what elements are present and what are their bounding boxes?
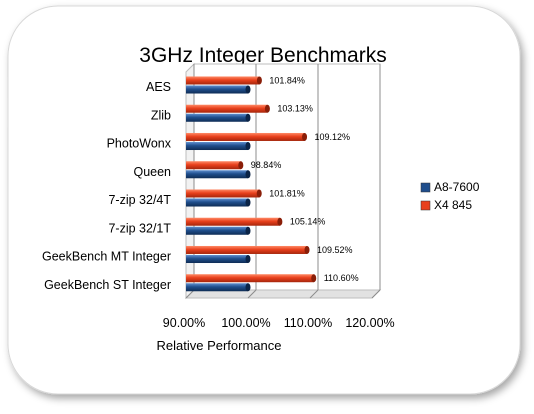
gridline-floor [309,289,319,299]
data-label: 103.13% [277,104,313,114]
x-axis-label: Relative Performance [157,338,282,353]
bar-a8-7600 [186,85,251,94]
category-label: PhotoWonx [107,137,172,151]
data-label: 109.52% [317,245,353,255]
bar-x4-845 [186,189,262,198]
bar-a8-7600 [186,255,251,264]
gridline-floor [185,289,195,299]
data-label: 101.84% [269,75,305,85]
data-label: 98.84% [251,160,282,170]
legend-swatch [420,182,431,193]
x-axis-ticks: 90.00% 100.00% 110.00% 120.00% [163,316,395,330]
category-label: 7-zip 32/4T [108,193,171,207]
legend-swatch [420,200,431,211]
bar-x4-845 [186,274,317,283]
bar-a8-7600 [186,198,251,207]
data-label: 110.60% [324,273,359,283]
bar-x4-845 [186,161,244,170]
data-label: 105.14% [290,217,326,227]
bar-x4-845 [186,245,310,254]
x-tick-label: 100.00% [221,316,270,330]
bar-x4-845 [186,76,262,85]
data-label: 101.81% [269,188,305,198]
category-label: Queen [133,165,171,179]
bar-a8-7600 [186,226,251,235]
category-label: GeekBench ST Integer [44,278,171,292]
legend: A8-7600 X4 845 [420,180,480,212]
bar-x4-845 [186,217,283,226]
chart-title: 3GHz Integer Benchmarks [139,44,386,67]
category-label: GeekBench MT Integer [42,250,171,264]
gridline-floor [247,289,257,299]
bar-x4-845 [186,104,270,113]
bar-a8-7600 [186,113,251,122]
bars [186,76,317,292]
x-tick-label: 120.00% [345,316,394,330]
gridline-floor [371,289,381,299]
category-label: 7-zip 32/1T [108,221,171,235]
category-labels: AES Zlib PhotoWonx Queen 7-zip 32/4T 7-zip 32… [42,80,172,292]
x-tick-label: 90.00% [163,316,205,330]
bar-x4-845 [186,132,308,141]
bar-a8-7600 [186,142,251,151]
bar-a8-7600 [186,283,251,292]
category-label: Zlib [151,108,171,122]
data-label: 109.12% [315,132,351,142]
x-tick-label: 110.00% [284,316,332,330]
data-labels: 101.84% 103.13% 109.12% 98.84% 101.81% 105.14… [251,75,359,283]
legend-label: A8-7600 [434,180,480,194]
bar-a8-7600 [186,170,251,179]
category-label: AES [146,80,171,94]
legend-label: X4 845 [434,198,472,212]
